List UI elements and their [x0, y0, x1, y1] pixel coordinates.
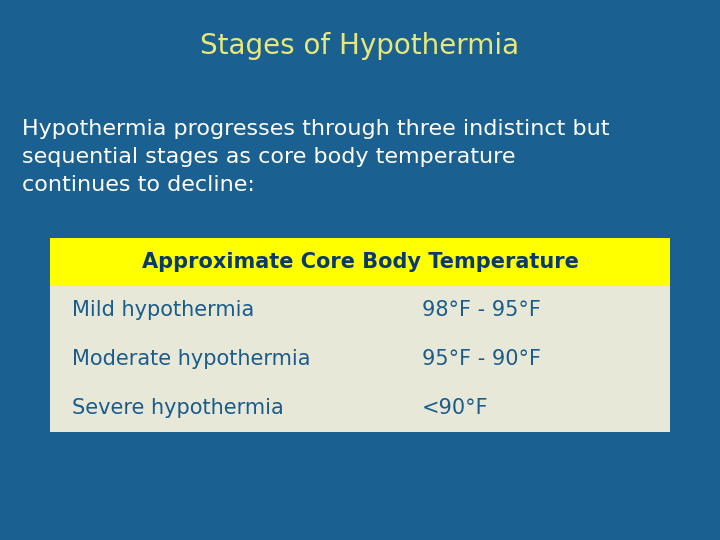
- Text: Severe hypothermia: Severe hypothermia: [72, 397, 284, 418]
- Text: Moderate hypothermia: Moderate hypothermia: [72, 349, 310, 369]
- Text: Hypothermia progresses through three indistinct but
sequential stages as core bo: Hypothermia progresses through three ind…: [22, 119, 609, 195]
- Text: 95°F - 90°F: 95°F - 90°F: [422, 349, 541, 369]
- Text: <90°F: <90°F: [422, 397, 489, 418]
- Text: Mild hypothermia: Mild hypothermia: [72, 300, 254, 321]
- Text: Approximate Core Body Temperature: Approximate Core Body Temperature: [142, 252, 578, 272]
- FancyBboxPatch shape: [50, 238, 670, 286]
- Text: Stages of Hypothermia: Stages of Hypothermia: [200, 32, 520, 60]
- Text: 98°F - 95°F: 98°F - 95°F: [422, 300, 541, 321]
- FancyBboxPatch shape: [50, 238, 670, 432]
